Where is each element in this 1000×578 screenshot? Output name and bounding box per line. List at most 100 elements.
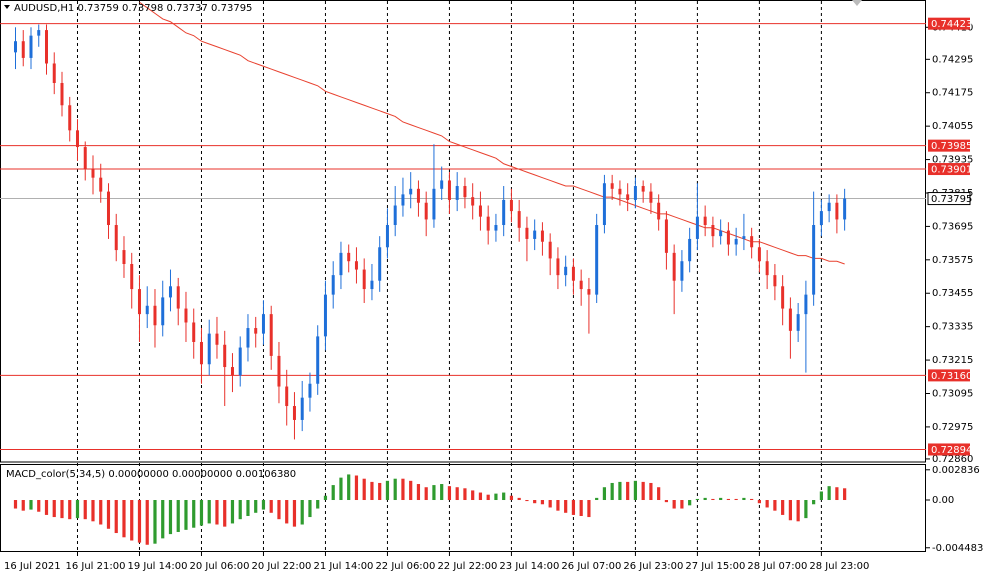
macd-panel (0, 464, 926, 552)
macd-bar (145, 500, 149, 545)
candle-body (494, 225, 498, 231)
candle-body (44, 30, 48, 64)
macd-bar (75, 500, 80, 519)
candle-body (804, 294, 808, 315)
macd-bar (812, 500, 816, 505)
candle-body (610, 183, 614, 189)
candle-body (37, 30, 41, 36)
macd-bar (804, 500, 808, 519)
macd-bar (60, 500, 64, 519)
candle-body (416, 188, 420, 203)
candle-body (378, 247, 382, 281)
macd-bar (796, 500, 800, 522)
macd-bar (153, 500, 157, 544)
candle-body (602, 183, 606, 226)
x-tick-label: 26 Jul 23:00 (623, 561, 683, 572)
macd-bar (401, 478, 405, 501)
candle-body (114, 225, 118, 251)
panel-toggle[interactable] (852, 0, 862, 6)
macd-bar (835, 487, 839, 501)
candle-body (447, 180, 451, 200)
macd-bar (192, 500, 196, 528)
macd-bar (548, 500, 552, 508)
candle-body (726, 230, 730, 245)
x-tick-label: 16 Jul 2021 (4, 561, 61, 572)
macd-bar (409, 480, 413, 501)
candle-body (540, 230, 544, 242)
macd-bar (215, 500, 219, 525)
macd-bar (486, 494, 490, 501)
grid-layer (76, 1, 822, 552)
candle-body (773, 275, 777, 287)
menu-triangle[interactable] (4, 5, 10, 9)
level-label-box (928, 163, 970, 176)
y-tick-label: 0.73455 (932, 288, 973, 299)
candle-body (176, 286, 180, 309)
candle-body (347, 252, 351, 262)
y-tick-label: 0.74295 (932, 54, 973, 65)
macd-bar (843, 488, 847, 501)
macd-bar (316, 500, 320, 509)
macd-bar (471, 490, 475, 501)
macd-bar (21, 500, 25, 511)
level-label: 0.73160 (931, 371, 972, 382)
candle-body (323, 294, 327, 337)
level-label-box (928, 139, 970, 152)
macd-bar (300, 500, 304, 525)
macd-bar (680, 500, 684, 509)
level-label-box (928, 369, 970, 382)
candle-body (261, 314, 265, 334)
candle-body (664, 219, 668, 253)
candle-body (711, 225, 715, 237)
macd-bar (726, 498, 731, 501)
candle-body (300, 397, 304, 420)
macd-bar (378, 482, 382, 501)
candle-body (106, 191, 110, 226)
last-price-box (927, 192, 971, 206)
candle-body (215, 333, 219, 345)
candle-body (781, 286, 785, 309)
macd-bar (13, 500, 18, 509)
macd-bar (564, 500, 568, 513)
macd-bar (393, 478, 397, 501)
candle-body (269, 314, 273, 356)
candle-body (277, 355, 281, 387)
candle-body (385, 225, 389, 248)
y-tick-label: 0.74055 (932, 121, 973, 132)
macd-bar (168, 500, 173, 535)
candle-body (60, 82, 64, 106)
macd-bar (781, 500, 785, 515)
macd-bar (610, 482, 614, 501)
macd-bar (633, 480, 638, 501)
indicator-title: MACD_color(5,34,5) 0.00000000 0.00000000… (6, 469, 296, 480)
macd-bar (509, 495, 514, 501)
candle-body (719, 230, 723, 237)
candle-body (680, 261, 684, 281)
macd-bar (385, 480, 390, 501)
candle-body (401, 194, 405, 206)
macd-bar (657, 487, 661, 501)
candle-body (556, 258, 560, 276)
candle-body (765, 261, 769, 276)
macd-bar (618, 481, 622, 501)
candle-body (455, 186, 459, 200)
candle-body (657, 202, 661, 220)
y-tick-label: 0.73575 (932, 255, 973, 266)
macd-bar (602, 487, 607, 501)
x-tick-label: 22 Jul 22:00 (437, 561, 497, 572)
candle-body (145, 305, 149, 315)
macd-bar (137, 500, 142, 543)
chart-title: AUDUSD,H1 0.73759 0.73798 0.73737 0.7379… (14, 3, 252, 14)
macd-y-tick-label: 0.00 (932, 495, 954, 506)
macd-bar (323, 495, 328, 501)
macd-bar (99, 500, 103, 525)
candle-body (564, 266, 568, 276)
macd-bar (765, 500, 769, 508)
macd-bar (130, 500, 134, 541)
macd-bar (788, 500, 792, 521)
y-tick-label: 0.73095 (932, 388, 973, 399)
candle-body (424, 202, 428, 220)
candle-body (525, 227, 529, 239)
candle-body (502, 199, 506, 226)
macd-bar (626, 481, 630, 501)
